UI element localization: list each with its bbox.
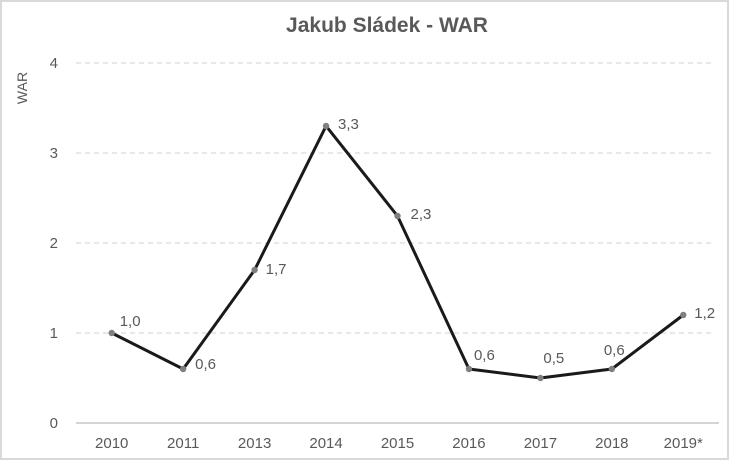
x-tick-label: 2016 — [452, 435, 485, 452]
x-tick-label: 2011 — [167, 435, 199, 452]
data-point-marker — [179, 365, 187, 373]
data-point-marker — [680, 311, 687, 319]
y-tick-label: 1 — [50, 325, 58, 342]
data-point-marker — [394, 212, 401, 220]
data-point-marker — [465, 365, 473, 373]
data-label: 3,3 — [338, 116, 359, 133]
x-tick-label: 2015 — [381, 435, 414, 452]
x-tick-label: 2017 — [524, 435, 557, 452]
x-tick-label: 2018 — [595, 435, 628, 452]
data-label: 1,0 — [120, 313, 141, 330]
data-point-marker — [251, 266, 258, 274]
x-tick-label: 2013 — [238, 435, 271, 452]
y-tick-label: 0 — [50, 415, 58, 432]
y-tick-label: 3 — [50, 145, 58, 162]
data-label: 1,2 — [694, 305, 715, 322]
data-point-marker — [537, 374, 544, 382]
data-point-marker — [322, 122, 330, 130]
x-tick-label: 2014 — [309, 435, 342, 452]
data-label: 2,3 — [411, 206, 432, 223]
chart-title: Jakub Sládek - WAR — [286, 14, 488, 37]
data-label: 0,6 — [195, 356, 216, 373]
x-tick-label: 2019* — [664, 435, 703, 452]
y-tick-label: 4 — [50, 55, 58, 72]
y-tick-label: 2 — [50, 235, 58, 252]
data-label: 0,5 — [543, 350, 564, 367]
data-label: 1,7 — [266, 261, 287, 278]
data-label: 0,6 — [474, 347, 495, 364]
x-tick-label: 2010 — [95, 435, 128, 452]
data-point-marker — [608, 365, 616, 373]
data-label: 0,6 — [604, 342, 625, 359]
war-series-line — [110, 124, 685, 380]
data-point-marker — [108, 329, 115, 337]
